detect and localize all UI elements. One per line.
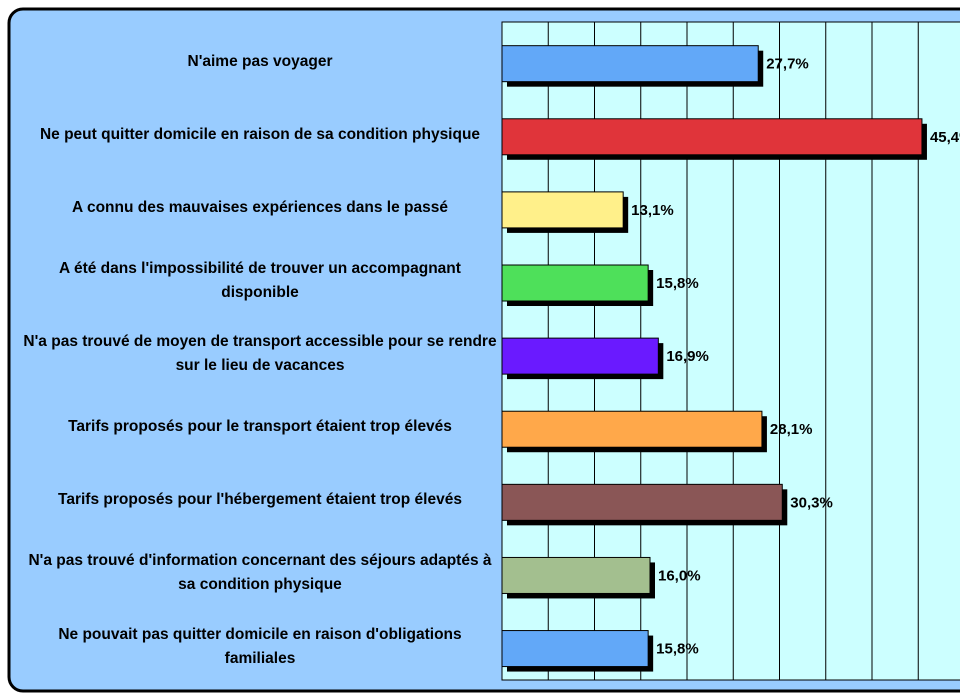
value-label: 15,8% — [656, 275, 699, 292]
category-label: Tarifs proposés pour le transport étaien… — [68, 418, 452, 436]
category-label: N'a pas trouvé de moyen de transport acc… — [23, 333, 497, 375]
bar — [501, 410, 763, 448]
value-label: 45,4% — [930, 129, 960, 146]
category-label: N'a pas trouvé d'information concernant … — [28, 552, 492, 594]
bar — [501, 118, 923, 156]
bar — [501, 556, 651, 594]
bar — [501, 45, 759, 83]
category-label: A connu des mauvaises expériences dans l… — [72, 198, 448, 216]
category-label: Ne peut quitter domicile en raison de sa… — [39, 125, 481, 143]
bar — [501, 483, 783, 521]
category-label: Ne pouvait pas quitter domicile en raiso… — [58, 625, 462, 667]
value-label: 27,7% — [766, 56, 809, 73]
value-label: 15,8% — [656, 641, 699, 658]
category-label: A été dans l'impossibilité de trouver un… — [59, 260, 461, 301]
category-label: Tarifs proposés pour l'hébergement étaie… — [58, 491, 462, 509]
value-label: 16,0% — [658, 567, 701, 584]
value-label: 13,1% — [631, 202, 674, 219]
bar — [501, 337, 659, 375]
category-label: N'aime pas voyager — [187, 52, 333, 70]
value-label: 30,3% — [790, 494, 833, 511]
value-label: 28,1% — [770, 421, 813, 438]
bar — [501, 264, 649, 302]
bar — [501, 191, 624, 229]
value-label: 16,9% — [666, 348, 709, 365]
bar — [501, 630, 649, 668]
